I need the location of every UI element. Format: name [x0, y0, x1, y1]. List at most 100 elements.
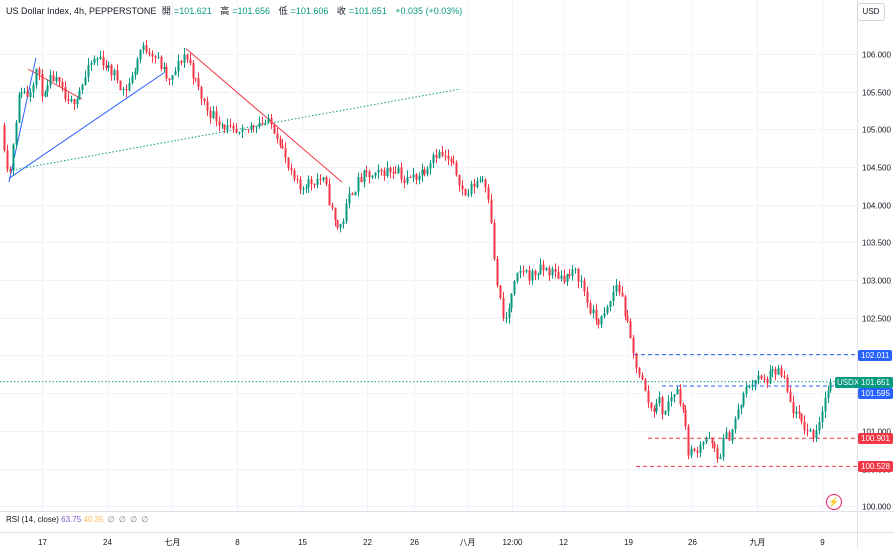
candle-body — [421, 169, 424, 176]
last-price-tag[interactable]: 101.651 — [858, 377, 893, 388]
candle-body — [368, 171, 371, 178]
candle-body — [334, 207, 337, 221]
candle-body — [96, 58, 99, 60]
line-tag-100-901[interactable]: 100.901 — [858, 433, 893, 444]
candle-body — [46, 85, 49, 93]
candle-body — [128, 82, 131, 91]
x-tick-label: 9 — [820, 538, 825, 547]
candle-body — [766, 379, 769, 384]
candle-body — [345, 203, 348, 222]
candle-body — [279, 138, 282, 146]
candle-body — [731, 429, 734, 441]
candle-body — [452, 161, 455, 163]
candle-body — [276, 133, 279, 139]
candle-body — [363, 170, 366, 183]
candle-body — [325, 177, 328, 185]
candle-body — [139, 49, 142, 60]
candle-body — [800, 413, 803, 422]
candle-body — [267, 118, 270, 123]
candle-body — [15, 122, 18, 145]
candle-body — [719, 456, 722, 459]
candle-body — [148, 51, 151, 54]
candle-body — [548, 268, 551, 276]
candle-body — [664, 411, 667, 415]
candle-body — [64, 87, 67, 100]
rsi-legend[interactable]: RSI (14, close) 63.75 40.35 ∅ ∅ ∅ ∅ — [6, 515, 148, 524]
candle-body — [131, 75, 134, 83]
candle-body — [273, 124, 276, 134]
time-axis[interactable]: 17 24 七月 8 15 22 26 八月 12:00 12 19 26 九月 9 — [38, 538, 825, 547]
candle-body — [809, 430, 812, 432]
line-tag-100-528[interactable]: 100.528 — [858, 461, 893, 472]
line-tag-102-011[interactable]: 102.011 — [858, 350, 893, 361]
candle-body — [26, 91, 29, 97]
candle-body — [673, 394, 676, 397]
rsi-title[interactable]: RSI (14, close) — [6, 515, 59, 524]
candle-body — [821, 411, 824, 423]
candle-body — [313, 184, 316, 186]
candle-body — [789, 391, 792, 402]
candle-body — [557, 271, 560, 279]
symbol-title[interactable]: US Dollar Index, 4h, PEPPERSTONE — [6, 6, 157, 16]
candle-body — [160, 56, 163, 69]
candle-body — [151, 53, 154, 57]
candle-body — [113, 70, 116, 76]
candle-body — [310, 179, 313, 185]
close-value: =101.651 — [348, 6, 387, 16]
candle-body — [679, 389, 682, 405]
candle-body — [409, 176, 412, 178]
candle-body — [490, 199, 493, 223]
candle-body — [774, 369, 777, 375]
candle-body — [365, 170, 368, 172]
lightning-icon[interactable]: ⚡ — [826, 494, 842, 510]
candle-body — [539, 264, 542, 275]
candle-body — [360, 177, 363, 183]
candle-body — [392, 172, 395, 174]
candle-body — [386, 167, 389, 176]
candle-body — [264, 122, 267, 124]
candle-body — [102, 56, 105, 66]
currency-button[interactable]: USD — [857, 3, 885, 21]
candle-body — [81, 84, 84, 91]
candle-body — [595, 309, 598, 320]
candle-body — [93, 58, 96, 64]
candle-body — [589, 303, 592, 314]
candle-body — [293, 170, 296, 180]
candle-body — [484, 179, 487, 188]
candle-body — [580, 280, 583, 282]
candle-body — [322, 177, 325, 180]
candle-body — [696, 450, 699, 453]
candle-body — [415, 174, 418, 180]
candle-body — [41, 74, 44, 97]
grid — [0, 0, 857, 511]
candle-body — [597, 319, 600, 325]
candle-body — [316, 178, 319, 186]
high-label: 高 — [220, 6, 230, 16]
candle-body — [232, 125, 235, 129]
candle-body — [197, 78, 200, 88]
candle-body — [795, 411, 798, 414]
candle-body — [441, 152, 444, 156]
candle-body — [624, 296, 627, 317]
symbol-tag[interactable]: USDX — [835, 377, 862, 388]
candle-body — [519, 270, 522, 273]
candle-body — [653, 408, 656, 412]
candle-body — [725, 432, 728, 438]
candle-body — [644, 379, 647, 391]
candle-body — [328, 184, 331, 206]
candle-body — [812, 430, 815, 439]
candle-body — [684, 409, 687, 427]
candle-body — [815, 430, 818, 439]
candle-body — [32, 84, 35, 93]
candle-body — [244, 129, 247, 131]
candle-body — [49, 75, 52, 86]
line-tag-101-595[interactable]: 101.595 — [858, 388, 893, 399]
candle-body — [174, 71, 177, 76]
candle-body — [545, 268, 548, 271]
candle-body — [58, 77, 61, 83]
candle-body — [742, 393, 745, 406]
candle-body — [215, 111, 218, 122]
candle-body — [394, 172, 397, 174]
candle-body — [658, 397, 661, 404]
